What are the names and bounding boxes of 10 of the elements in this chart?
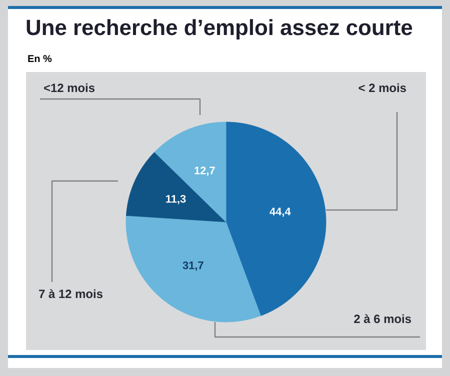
data-label: 12,7 bbox=[194, 166, 215, 176]
data-label: 31,7 bbox=[182, 261, 204, 271]
slice-label: < 2 mois bbox=[358, 83, 406, 92]
data-label: 11,3 bbox=[166, 194, 186, 204]
slice-label: <12 mois bbox=[44, 83, 95, 92]
slice-label: 7 à 12 mois bbox=[39, 289, 102, 298]
chart-title: Une recherche d’emploi assez courte bbox=[26, 19, 412, 40]
chart-subtitle: En % bbox=[28, 55, 52, 62]
data-label: 44,4 bbox=[270, 208, 291, 217]
slice-label: 2 à 6 mois bbox=[354, 314, 411, 324]
